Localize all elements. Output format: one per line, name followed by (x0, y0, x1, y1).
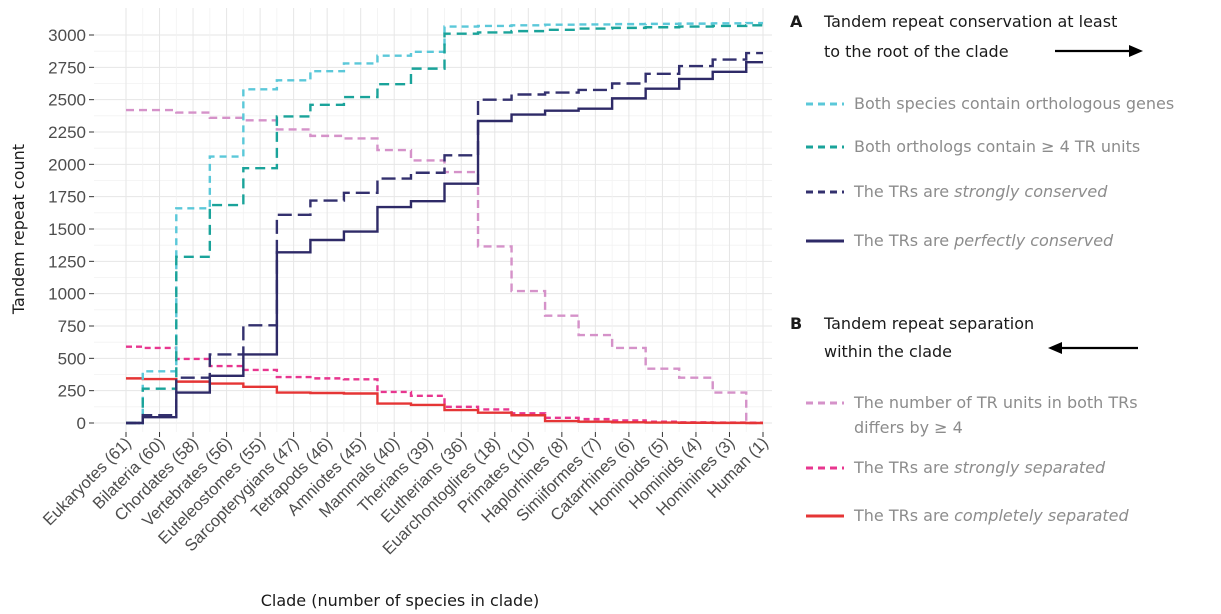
legend-key-line (806, 145, 844, 149)
y-tick-label: 2500 (48, 91, 86, 110)
legend-key-line (806, 514, 844, 518)
x-axis-title: Clade (number of species in clade) (261, 591, 540, 610)
y-tick-label: 1250 (48, 252, 86, 271)
arrow-left-icon (1048, 342, 1138, 354)
legend-label: The number of TR units in both TRs differ… (854, 393, 1138, 437)
y-tick-label: 500 (58, 349, 86, 368)
y-tick-label: 2000 (48, 155, 86, 174)
y-tick-label: 750 (58, 317, 86, 336)
legend-key-line (806, 190, 844, 194)
series-line-2 (126, 51, 763, 425)
y-tick-label: 0 (77, 414, 86, 433)
x-axis-ticks: Eukaryotes (61)Bilateria (60)Chordates (… (40, 432, 772, 558)
section-b-letter: B (790, 314, 803, 333)
legend-label: Both species contain orthologous genes (854, 94, 1175, 113)
y-tick-label: 1500 (48, 220, 86, 239)
series-line-1 (126, 24, 763, 425)
y-tick-label: 2750 (48, 58, 86, 77)
y-axis-ticks: 0 250 500 750 1000 1250 1500 1750 2000 2250 2500 27… (48, 26, 94, 433)
section-b-line2: within the clade (824, 342, 953, 361)
y-tick-label: 2250 (48, 123, 86, 142)
legend-key-line (806, 239, 844, 243)
legend: A Tandem repeat conservation at least to… (790, 0, 1220, 614)
legend-key-line (806, 466, 844, 470)
series-line-6 (126, 377, 763, 425)
legend-label: Both orthologs contain ≥ 4 TR units (854, 137, 1141, 156)
series-line-3 (126, 60, 763, 425)
legend-label: The TRs are strongly separated (854, 458, 1106, 477)
y-tick-label: 3000 (48, 26, 86, 45)
section-a-line1: Tandem repeat conservation at least (824, 12, 1118, 31)
arrow-right-icon (1055, 45, 1143, 57)
legend-label: The TRs are strongly conserved (854, 182, 1108, 201)
chart-plot: 0 250 500 750 1000 1250 1500 1750 2000 2250 2500 27… (9, 8, 772, 610)
legend-key-line (806, 401, 844, 405)
section-b-line1: Tandem repeat separation (824, 314, 1035, 333)
section-a-line2: to the root of the clade (824, 42, 1009, 61)
legend-key-line (806, 102, 844, 106)
y-tick-label: 250 (58, 382, 86, 401)
y-tick-label: 1750 (48, 188, 86, 207)
legend-label: The TRs are completely separated (854, 506, 1129, 525)
section-a-letter: A (790, 12, 803, 31)
grid-lines (94, 8, 772, 432)
series-lines (126, 21, 763, 425)
legend-label: The TRs are perfectly conserved (854, 231, 1114, 250)
series-line-0 (126, 21, 763, 425)
y-tick-label: 1000 (48, 285, 86, 304)
y-axis-title: Tandem repeat count (9, 144, 28, 315)
